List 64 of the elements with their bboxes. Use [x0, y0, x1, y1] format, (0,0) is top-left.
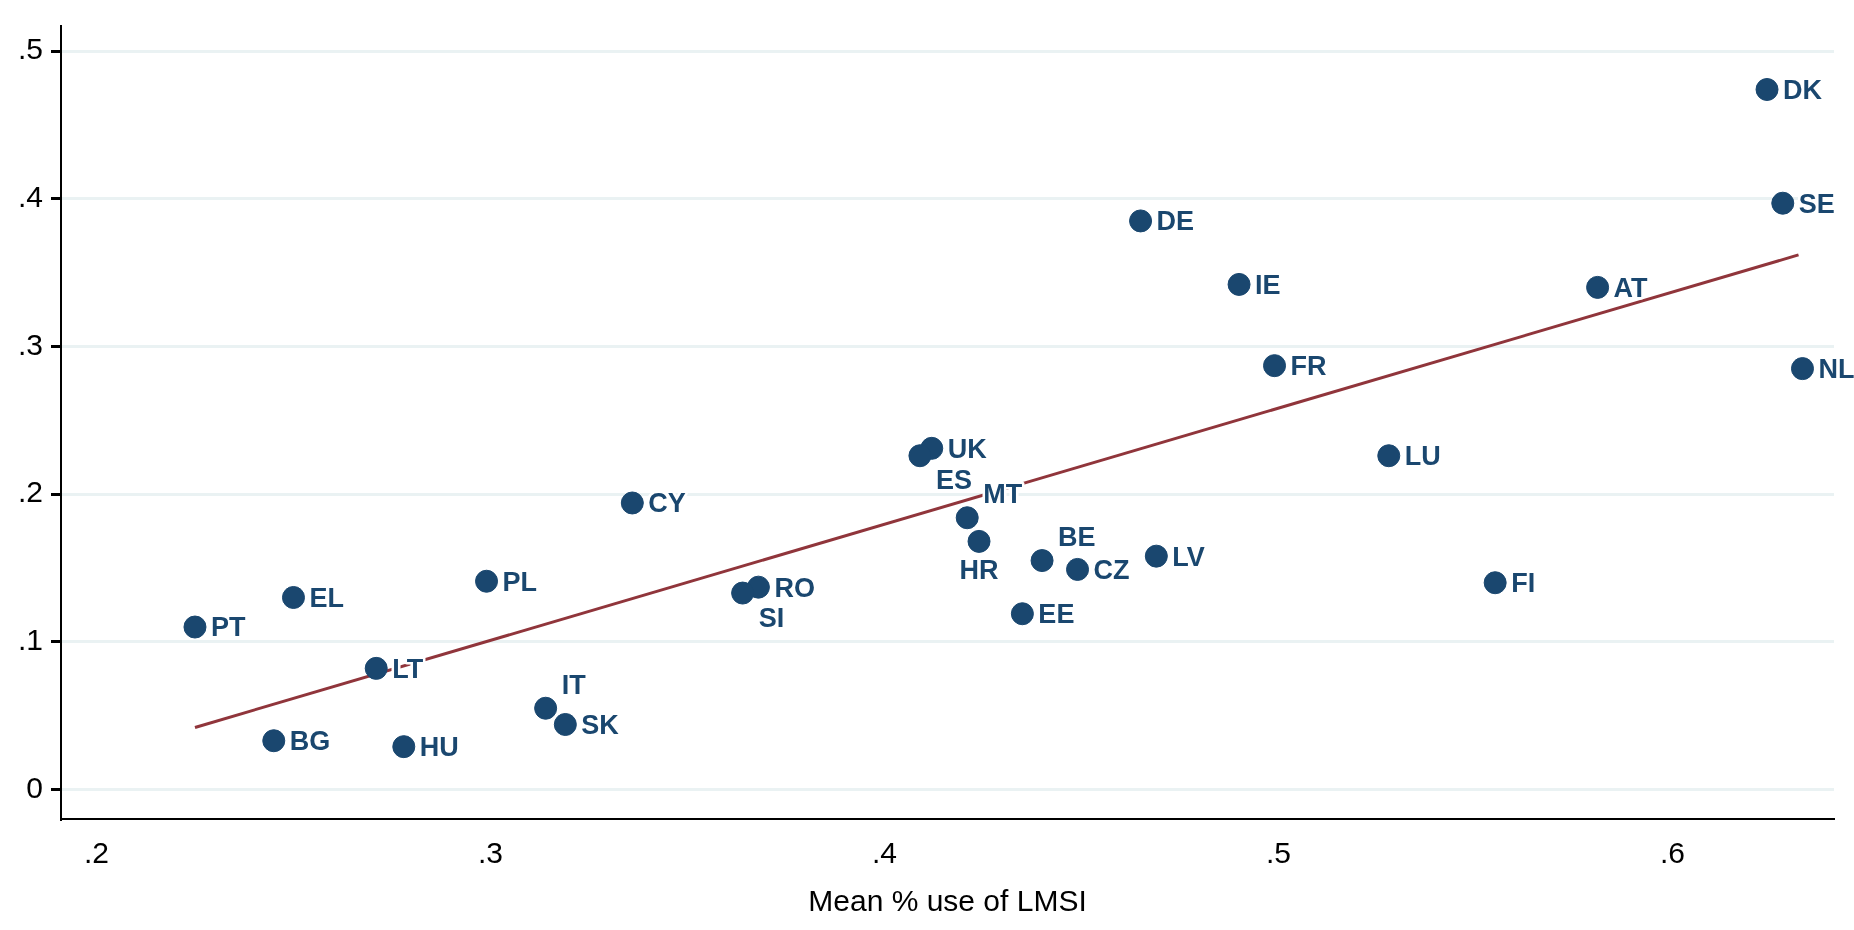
y-tick-label: .3: [17, 327, 44, 361]
annotation: HU: [419, 732, 459, 763]
annotation: ES: [935, 465, 972, 496]
annotation: IE: [1255, 269, 1281, 300]
annotation: HR: [959, 554, 999, 585]
point: [1755, 78, 1779, 101]
point: [1790, 357, 1814, 381]
annotation: RO: [774, 572, 815, 603]
annotation: CZ: [1093, 554, 1130, 585]
annotation: FI: [1511, 568, 1536, 599]
x-tick-label: .3: [477, 836, 503, 870]
point: [262, 729, 286, 753]
point: [183, 615, 207, 639]
point: [364, 656, 388, 680]
annotation: IT: [561, 669, 587, 700]
point: [1129, 209, 1153, 233]
point: [1377, 444, 1401, 468]
point: [1227, 272, 1251, 296]
annotation: PT: [210, 612, 246, 643]
point: [1144, 544, 1168, 568]
annotation: PL: [502, 566, 538, 597]
point: [534, 696, 558, 720]
annotation: SI: [758, 602, 785, 633]
point: [908, 444, 932, 468]
annotation: LU: [1404, 441, 1441, 472]
annotation: DE: [1156, 206, 1195, 237]
annotation: LV: [1172, 541, 1205, 572]
annotation: UK: [947, 433, 988, 464]
point: [553, 712, 577, 736]
x-tick-label: .4: [871, 836, 897, 870]
point: [620, 491, 644, 515]
point: [1483, 571, 1507, 595]
y-tick-label: 0: [26, 770, 44, 804]
y-tick-label: .1: [17, 623, 44, 657]
point: [1066, 557, 1090, 581]
x-tick-label: .2: [83, 836, 109, 870]
point: [1771, 191, 1795, 215]
annotation: SK: [581, 709, 620, 740]
point: [1030, 549, 1054, 573]
point: [967, 529, 991, 553]
point: [281, 585, 305, 609]
y-tick-label: .5: [17, 32, 44, 66]
point: [1010, 602, 1034, 626]
annotation: EL: [309, 582, 344, 613]
x-tick-label: .5: [1265, 836, 1291, 870]
point: [731, 581, 755, 605]
point: [392, 735, 416, 759]
annotation: FR: [1290, 351, 1327, 382]
annotation: BG: [289, 726, 331, 757]
annotation: DK: [1783, 74, 1823, 105]
annotation: NL: [1818, 354, 1854, 385]
point: [1263, 354, 1287, 378]
point: [955, 506, 979, 530]
annotation: CY: [648, 488, 686, 519]
y-tick-label: .2: [17, 475, 44, 509]
x-axis-title: Mean % use of LMSI: [808, 884, 1087, 918]
point: [1586, 275, 1610, 299]
annotation: BE: [1058, 522, 1096, 553]
annotation: EE: [1038, 599, 1075, 630]
x-tick-label: .6: [1659, 836, 1685, 870]
annotation: AT: [1613, 272, 1649, 303]
annotation: SE: [1798, 188, 1835, 219]
point: [475, 569, 499, 593]
y-tick-label: .4: [17, 180, 44, 214]
